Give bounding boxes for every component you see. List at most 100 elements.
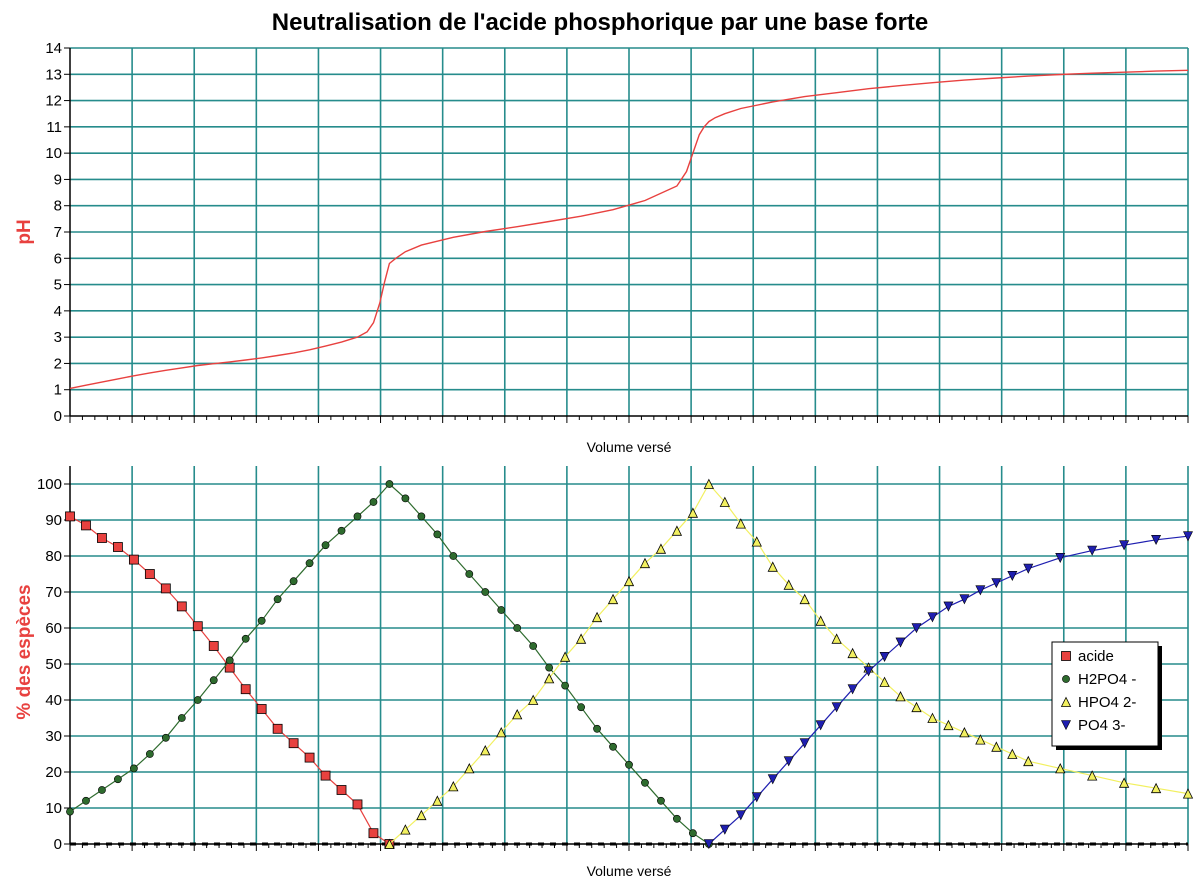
ph-grid bbox=[70, 47, 1189, 416]
species-chart: 0 10 20 30 40 50 60 70 80 90 100 % des espèces Vol… bbox=[14, 466, 1194, 879]
data-point-po4-3 bbox=[863, 666, 874, 677]
legend-item-label: PO4 3- bbox=[1078, 717, 1126, 734]
data-point-po4-3 bbox=[1087, 545, 1098, 556]
data-point-h2po4 bbox=[513, 624, 522, 632]
data-point-hpo4-2 bbox=[799, 593, 810, 605]
data-point-po4-3 bbox=[895, 637, 906, 648]
ph-x-axis-label: Volume versé bbox=[587, 439, 672, 455]
data-point-po4-3 bbox=[959, 594, 970, 605]
data-point-hpo4-2 bbox=[879, 676, 890, 687]
data-point-h2po4 bbox=[193, 696, 202, 704]
data-point-po4-3 bbox=[975, 585, 986, 596]
data-point-hpo4-2 bbox=[512, 709, 523, 720]
data-point-hpo4-2 bbox=[1118, 777, 1130, 788]
y-tick-label: 6 bbox=[54, 250, 62, 267]
species-grid bbox=[70, 466, 1189, 844]
data-point-hpo4-2 bbox=[767, 561, 778, 572]
data-point-po4-3 bbox=[719, 824, 730, 835]
data-point-acide bbox=[97, 533, 107, 543]
data-point-po4-3 bbox=[1007, 570, 1018, 581]
data-point-po4-3 bbox=[847, 684, 858, 695]
data-point-hpo4-2 bbox=[432, 795, 443, 806]
data-point-hpo4-2 bbox=[991, 741, 1002, 752]
data-point-po4-3 bbox=[799, 738, 810, 749]
data-point-h2po4 bbox=[481, 588, 490, 596]
series-hpo4-2 bbox=[384, 478, 1194, 849]
data-point-hpo4-2 bbox=[543, 673, 555, 684]
data-point-h2po4 bbox=[545, 663, 554, 672]
data-point-h2po4 bbox=[688, 829, 697, 838]
y-tick-label: 3 bbox=[54, 329, 62, 346]
y-tick-label: 70 bbox=[45, 584, 62, 601]
data-point-h2po4 bbox=[98, 786, 106, 794]
y-tick-label: 10 bbox=[45, 800, 62, 817]
data-point-h2po4 bbox=[177, 714, 186, 722]
data-point-h2po4 bbox=[657, 796, 665, 805]
y-tick-label: 7 bbox=[54, 224, 62, 241]
y-tick-label: 11 bbox=[46, 119, 62, 136]
data-point-h2po4 bbox=[625, 760, 633, 769]
data-point-hpo4-2 bbox=[416, 809, 427, 821]
data-point-po4-3 bbox=[815, 720, 826, 731]
data-point-acide bbox=[208, 641, 219, 651]
species-series bbox=[65, 478, 1194, 850]
legend-marker bbox=[1061, 720, 1071, 731]
data-point-po4-3 bbox=[879, 651, 890, 662]
y-tick-label: 30 bbox=[45, 728, 62, 745]
data-point-h2po4 bbox=[273, 595, 282, 604]
y-tick-label: 0 bbox=[54, 408, 62, 425]
legend-item-label: H2PO4 - bbox=[1078, 671, 1136, 688]
y-tick-label: 14 bbox=[45, 40, 62, 57]
y-tick-label: 90 bbox=[45, 512, 62, 529]
data-point-hpo4-2 bbox=[559, 651, 571, 662]
y-tick-label: 13 bbox=[45, 66, 62, 83]
data-point-h2po4 bbox=[114, 775, 122, 784]
data-point-h2po4 bbox=[145, 750, 154, 758]
data-point-po4-3 bbox=[1055, 552, 1066, 563]
data-point-h2po4 bbox=[321, 541, 330, 550]
ph-curve bbox=[69, 69, 1189, 390]
data-point-hpo4-2 bbox=[1087, 770, 1098, 781]
data-point-hpo4-2 bbox=[623, 575, 635, 587]
y-tick-label: 9 bbox=[54, 171, 62, 188]
data-point-h2po4 bbox=[305, 559, 314, 568]
y-tick-label: 20 bbox=[45, 764, 62, 781]
data-point-po4-3 bbox=[751, 792, 762, 803]
data-point-h2po4 bbox=[209, 676, 218, 685]
data-point-po4-3 bbox=[767, 774, 778, 785]
data-point-hpo4-2 bbox=[384, 838, 395, 849]
data-point-hpo4-2 bbox=[1023, 755, 1034, 767]
ph-series bbox=[69, 69, 1189, 390]
data-point-acide bbox=[128, 554, 139, 565]
y-tick-label: 80 bbox=[45, 548, 62, 565]
data-point-po4-3 bbox=[831, 702, 842, 713]
data-point-hpo4-2 bbox=[448, 781, 459, 792]
data-point-h2po4 bbox=[66, 807, 74, 816]
y-tick-label: 10 bbox=[45, 145, 62, 162]
data-point-hpo4-2 bbox=[671, 525, 683, 536]
data-point-h2po4 bbox=[433, 530, 442, 539]
data-point-hpo4-2 bbox=[895, 691, 906, 702]
data-point-hpo4-2 bbox=[480, 745, 491, 756]
data-point-h2po4 bbox=[577, 703, 585, 712]
data-point-hpo4-2 bbox=[687, 507, 699, 518]
data-point-acide bbox=[352, 799, 363, 810]
data-point-acide bbox=[336, 785, 347, 795]
legend-marker bbox=[1062, 675, 1070, 683]
data-point-acide bbox=[320, 770, 331, 781]
y-tick-label: 8 bbox=[54, 198, 62, 215]
data-point-hpo4-2 bbox=[400, 824, 411, 835]
data-point-acide bbox=[304, 752, 315, 763]
data-point-po4-3 bbox=[703, 839, 714, 850]
data-point-hpo4-2 bbox=[575, 633, 587, 644]
data-point-po4-3 bbox=[735, 810, 746, 821]
y-tick-label: 40 bbox=[45, 692, 62, 709]
data-point-h2po4 bbox=[673, 814, 681, 823]
data-point-acide bbox=[81, 520, 91, 531]
legend-item-label: acide bbox=[1078, 648, 1114, 665]
data-point-hpo4-2 bbox=[751, 536, 762, 547]
y-tick-label: 4 bbox=[54, 303, 62, 320]
data-point-hpo4-2 bbox=[975, 734, 986, 745]
y-tick-label: 2 bbox=[54, 355, 62, 372]
